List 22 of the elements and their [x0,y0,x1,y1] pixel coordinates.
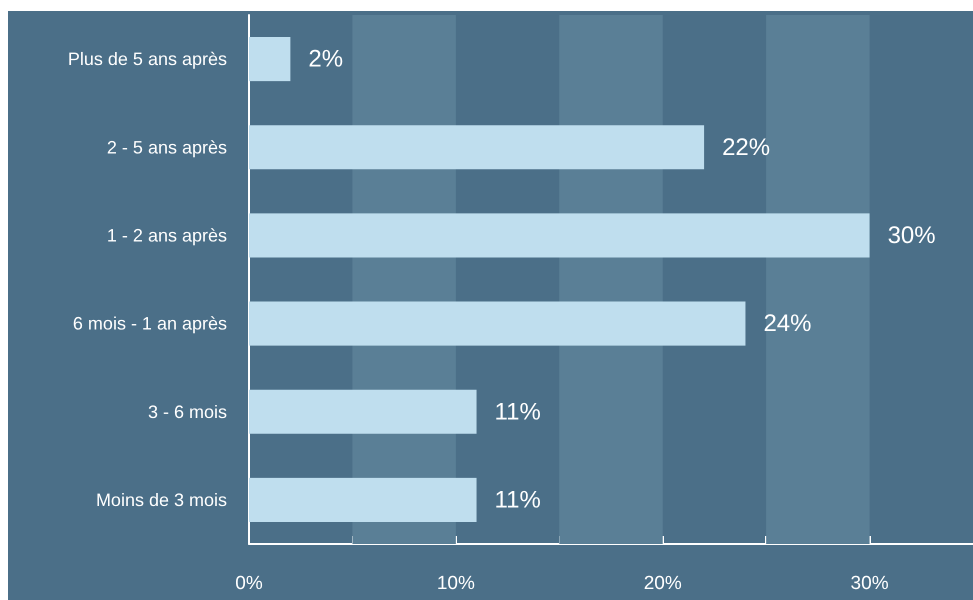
x-tick-label: 0% [235,573,263,594]
y-tick-label: 2 - 5 ans après [106,137,227,158]
y-tick-label: 6 mois - 1 an après [72,314,227,334]
bar [249,213,870,258]
data-label: 11% [494,398,541,426]
data-label: 24% [763,310,812,338]
bar [249,125,704,170]
data-label: 22% [722,134,770,161]
data-label: 2% [308,46,344,73]
x-tick-label: 20% [644,573,682,594]
y-tick-label: Plus de 5 ans après [68,49,227,70]
x-tick-label: 10% [436,573,475,594]
x-tick-label: 30% [850,573,889,594]
bar [249,390,477,434]
data-label: 11% [494,486,541,514]
bar [249,302,746,346]
y-tick-label: 3 - 6 mois [148,402,227,422]
y-tick-label: Moins de 3 mois [96,490,227,510]
bar [249,478,477,522]
bar [249,37,290,82]
data-label: 30% [888,222,936,249]
y-tick-label: 1 - 2 ans après [106,225,227,246]
